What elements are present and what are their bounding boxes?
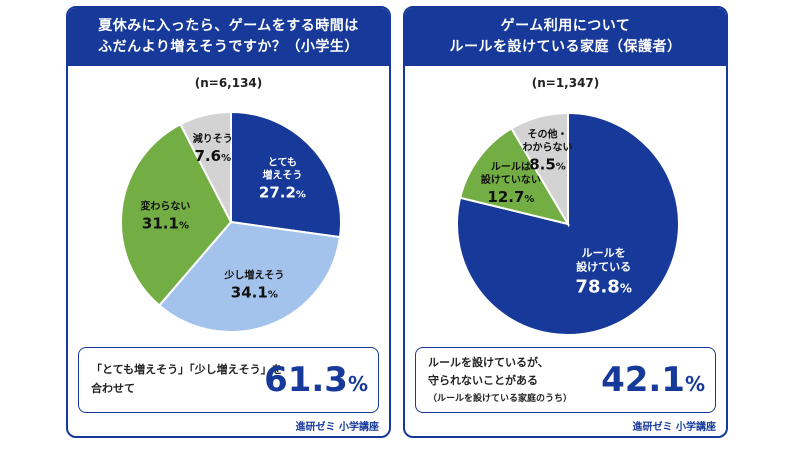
slice-label: とても増えそう 27.2% <box>259 157 306 202</box>
summary-line: 守られないことがある <box>428 374 538 387</box>
slice-label: 変わらない 31.1% <box>140 199 190 232</box>
pie-slice <box>458 127 571 226</box>
pie-slice <box>510 111 569 228</box>
summary-line: ルールを設けているが、 <box>428 356 549 369</box>
slice-label-name: 少し増えそう <box>223 269 284 282</box>
summary-box: 「とても増えそう」「少し増えそう」を 合わせて 61.3% <box>78 347 379 413</box>
pie-slice <box>230 110 342 239</box>
summary-value: 42.1 <box>601 360 685 400</box>
slice-value: 78.8% <box>575 276 631 297</box>
slice-label-name: 設けていない <box>481 173 541 186</box>
summary-percentage: 61.3% <box>264 358 368 406</box>
summary-unit: % <box>684 372 705 396</box>
sample-size: (n=6,134) <box>194 76 263 90</box>
summary-percentage: 42.1% <box>601 358 705 406</box>
slice-label-name: 変わらない <box>140 199 190 212</box>
panel-title-line: 夏休みに入ったら、ゲームをする時間は <box>98 18 359 34</box>
slice-value: 31.1% <box>142 214 189 232</box>
summary-box: ルールを設けているが、 守られないことがある （ルールを設けている家庭のうち） … <box>415 347 716 413</box>
chart-panel-game-rules: ゲーム利用について ルールを設けている家庭（保護者） (n=1,347) ルール… <box>403 6 728 438</box>
panel-title-line: ゲーム利用について <box>500 18 631 34</box>
slice-value: 8.5% <box>529 156 566 174</box>
slice-value: 12.7% <box>487 188 534 206</box>
slice-label-name: わからない <box>522 142 572 154</box>
pie-slice <box>157 220 342 333</box>
sample-size: (n=1,347) <box>531 76 600 90</box>
summary-note: （ルールを設けている家庭のうち） <box>428 394 573 404</box>
slice-label: 減りそう 7.6% <box>193 132 233 165</box>
slice-label-name: とても <box>268 157 297 169</box>
pie-chart: とても増えそう 27.2% 少し増えそう 34.1% 変わらない 31.1% 減りそう 7.6… <box>120 110 342 333</box>
slice-label-name: その他・ <box>527 128 567 141</box>
panel-title: ゲーム利用について ルールを設けている家庭（保護者） <box>405 8 726 66</box>
panel-title-line: ルールを設けている家庭（保護者） <box>449 39 682 55</box>
slice-label: ルールを設けている 78.8% <box>575 246 631 297</box>
slice-label-name: ルールは <box>491 161 531 173</box>
slice-label-name: 増えそう <box>262 169 302 182</box>
pie-slice <box>179 110 232 223</box>
summary-unit: % <box>347 372 368 396</box>
brand-logo-text: 進研ゼミ 小学講座 <box>632 422 716 433</box>
panel-title: 夏休みに入ったら、ゲームをする時間は ふだんより増えそうですか？（小学生） <box>68 8 389 66</box>
slice-value: 27.2% <box>259 184 306 202</box>
slice-label: 少し増えそう 34.1% <box>223 269 284 302</box>
summary-line: 合わせて <box>91 382 135 395</box>
slice-label-name: 減りそう <box>193 132 233 145</box>
slice-label-name: ルールを <box>582 246 626 259</box>
slice-label-name: 設けている <box>576 259 631 273</box>
summary-line: 「とても増えそう」「少し増えそう」を <box>91 363 283 376</box>
chart-panel-holiday-game-time: 夏休みに入ったら、ゲームをする時間は ふだんより増えそうですか？（小学生） (n… <box>66 6 391 438</box>
brand-logo-text: 進研ゼミ 小学講座 <box>295 422 379 433</box>
slice-label: その他・わからない 8.5% <box>522 128 572 174</box>
slice-value: 34.1% <box>231 284 278 302</box>
summary-value: 61.3 <box>264 360 348 400</box>
panel-title-line: ふだんより増えそうですか？（小学生） <box>98 39 359 55</box>
slice-value: 7.6% <box>194 147 231 165</box>
